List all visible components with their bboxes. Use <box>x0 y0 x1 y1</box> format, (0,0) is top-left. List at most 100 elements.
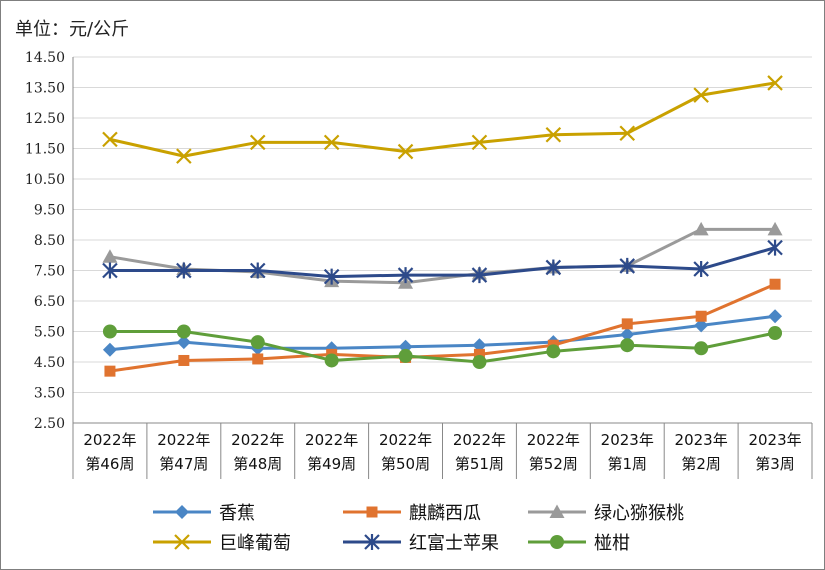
data-point-series-0 <box>102 342 117 357</box>
legend-swatch-marker <box>175 505 189 519</box>
data-point-series-3 <box>693 87 709 103</box>
x-tick-label-year: 2022年 <box>231 431 284 449</box>
series-line-3 <box>109 81 776 158</box>
legend-swatch-icon <box>343 506 401 518</box>
data-point-series-5 <box>546 344 561 359</box>
data-point-series-1 <box>769 278 781 290</box>
data-point-series-5 <box>620 338 635 353</box>
x-tick-label-year: 2023年 <box>748 431 801 449</box>
x-tick-label-week: 第50周 <box>381 455 430 473</box>
legend-swatch-marker <box>366 506 378 518</box>
data-point-series-0 <box>620 327 635 342</box>
legend-swatch-marker <box>364 534 380 550</box>
data-point-series-3 <box>102 131 118 148</box>
data-point-series-3 <box>323 134 340 151</box>
x-tick-label-year: 2023年 <box>601 431 654 449</box>
data-point-series-1 <box>695 310 707 322</box>
legend-swatch-icon <box>153 534 211 550</box>
x-tick-label-week: 第51周 <box>455 455 504 473</box>
data-point-series-3 <box>619 125 636 142</box>
data-point-series-3 <box>176 148 192 164</box>
y-tick-label: 11.50 <box>25 142 65 158</box>
data-point-series-2 <box>767 221 783 236</box>
x-tick-label-week: 第46周 <box>85 455 134 473</box>
x-tick-label-week: 第3周 <box>755 455 795 473</box>
y-tick-label: 4.50 <box>34 355 65 371</box>
legend-swatch-icon <box>528 504 586 518</box>
legend-label: 香蕉 <box>219 503 255 524</box>
data-point-series-1 <box>252 353 264 365</box>
legend-label: 绿心猕猴桃 <box>594 503 684 524</box>
data-point-series-5 <box>324 353 339 368</box>
x-tick-label-week: 第47周 <box>159 455 208 473</box>
x-tick-label-week: 第52周 <box>529 455 578 473</box>
x-tick-label-year: 2023年 <box>675 431 728 449</box>
data-point-series-4 <box>767 239 783 256</box>
legend: 香蕉 麒麟西瓜 绿心猕猴桃巨峰葡萄 红富士苹果 椪柑 <box>151 499 711 559</box>
y-tick-label: 9.50 <box>34 203 65 219</box>
data-point-series-5 <box>250 335 265 350</box>
data-point-series-0 <box>176 335 191 350</box>
data-point-series-3 <box>545 126 562 143</box>
data-point-series-3 <box>767 75 783 91</box>
data-point-series-0 <box>768 309 783 324</box>
legend-label: 红富士苹果 <box>409 533 499 554</box>
data-point-series-4 <box>619 257 636 274</box>
data-point-series-5 <box>694 341 709 356</box>
x-tick-label-week: 第49周 <box>307 455 356 473</box>
x-tick-label-week: 第2周 <box>681 455 721 473</box>
series-line-4 <box>109 246 776 279</box>
data-point-series-4 <box>249 262 266 279</box>
x-tick-label-year: 2022年 <box>379 431 432 449</box>
data-point-series-0 <box>694 318 709 333</box>
legend-swatch-icon <box>153 505 211 519</box>
legend-swatch-marker <box>550 535 564 549</box>
y-tick-label: 2.50 <box>34 416 65 432</box>
data-point-series-2 <box>102 249 118 263</box>
legend-item: 巨峰葡萄 <box>151 529 291 555</box>
data-point-series-1 <box>473 348 485 360</box>
legend-label: 椪柑 <box>594 533 630 554</box>
x-tick-label-year: 2022年 <box>305 431 358 449</box>
legend-swatch-marker <box>174 534 190 550</box>
data-point-series-1 <box>621 318 633 330</box>
data-point-series-3 <box>397 143 414 160</box>
x-tick-label-year: 2022年 <box>453 431 506 449</box>
series-line-0 <box>109 314 776 352</box>
data-point-series-5 <box>398 348 413 363</box>
data-point-series-5 <box>176 324 191 339</box>
data-point-series-4 <box>471 267 488 284</box>
data-point-series-5 <box>472 355 487 369</box>
data-point-series-0 <box>472 338 487 353</box>
data-point-series-4 <box>545 259 562 276</box>
legend-item: 红富士苹果 <box>341 529 499 555</box>
unit-label: 单位：元/公斤 <box>15 19 130 40</box>
legend-item: 椪柑 <box>526 529 630 555</box>
x-tick-label-year: 2022年 <box>527 431 580 449</box>
data-point-series-4 <box>693 260 709 277</box>
data-point-series-4 <box>102 262 118 279</box>
legend-label: 麒麟西瓜 <box>409 503 481 524</box>
legend-item: 绿心猕猴桃 <box>526 499 684 525</box>
series-line-1 <box>109 282 776 373</box>
y-tick-label: 14.50 <box>25 50 65 66</box>
x-tick-label-year: 2022年 <box>157 431 210 449</box>
y-tick-label: 10.50 <box>25 172 65 188</box>
x-tick-label-week: 第48周 <box>233 455 282 473</box>
legend-swatch-marker <box>549 504 565 518</box>
y-tick-label: 8.50 <box>34 233 65 249</box>
data-point-series-2 <box>693 221 709 236</box>
series-line-5 <box>109 330 776 364</box>
y-tick-label: 13.50 <box>25 81 65 97</box>
data-point-series-5 <box>102 324 117 339</box>
data-point-series-1 <box>178 354 190 366</box>
y-tick-label: 12.50 <box>25 111 65 127</box>
legend-label: 巨峰葡萄 <box>219 533 291 554</box>
legend-swatch-icon <box>528 535 586 549</box>
data-point-series-3 <box>471 134 488 151</box>
data-point-series-4 <box>323 268 340 285</box>
y-tick-label: 7.50 <box>34 264 65 280</box>
x-tick-label-year: 2022年 <box>83 431 136 449</box>
y-tick-label: 5.50 <box>34 325 65 341</box>
